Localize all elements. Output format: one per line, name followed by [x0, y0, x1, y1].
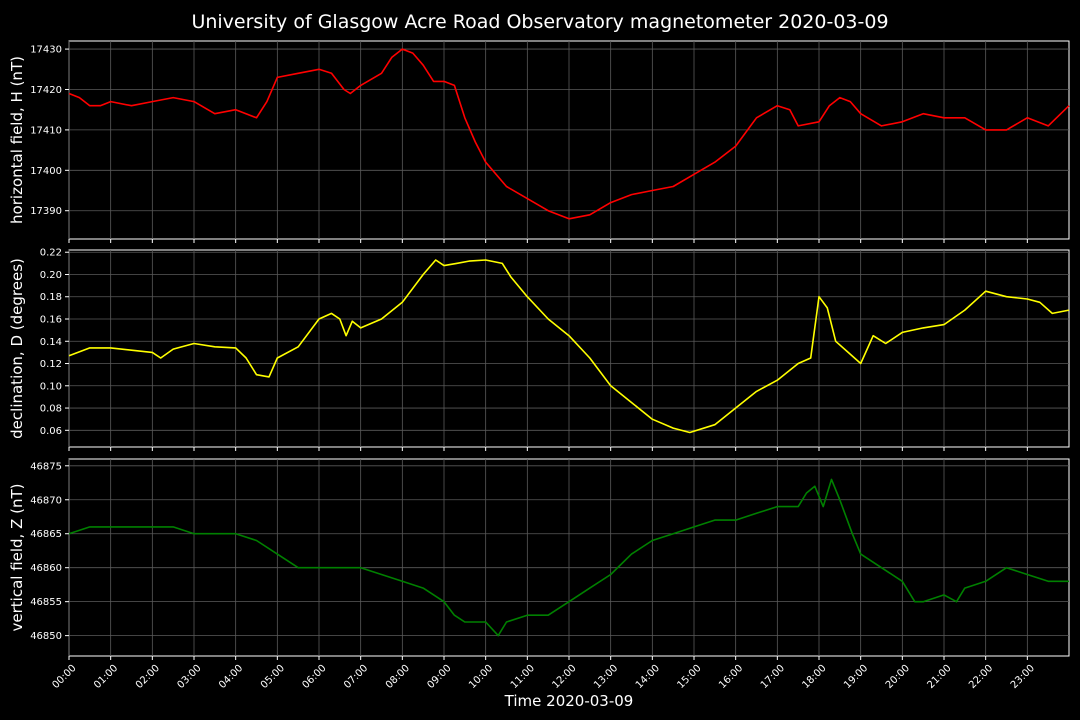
series-line-H [68, 48, 1070, 220]
y-tick-label: 0.22 [40, 248, 62, 259]
x-tick-label: 09:00 [425, 663, 453, 691]
panel-D: 0.06 0.08 0.10 0.12 0.14 0.16 0.18 0.20 0.22 decl… [8, 248, 1070, 451]
x-tick-label: 17:00 [759, 663, 787, 691]
y-axis-label-H: horizontal field, H (nT) [8, 56, 26, 224]
x-tick-label: 22:00 [967, 663, 995, 691]
x-tick-label: 01:00 [92, 663, 120, 691]
y-tick-label: 0.20 [40, 270, 62, 281]
x-tick-label: 02:00 [134, 663, 162, 691]
y-tick-label: 0.08 [40, 404, 62, 415]
x-tick-label: 15:00 [675, 663, 703, 691]
x-tick-label: 00:00 [50, 663, 78, 691]
x-tick-label: 03:00 [175, 663, 203, 691]
panel-Z: 46850 46855 46860 46865 46870 46875 vertical f… [8, 458, 1070, 660]
chart-title: University of Glasgow Acre Road Observat… [191, 11, 888, 33]
x-tick-label: 13:00 [592, 663, 620, 691]
y-tick-label: 46870 [30, 495, 62, 506]
y-tick-label: 17390 [30, 206, 62, 217]
panels: 17390 17400 17410 17420 17430 horizontal fiel… [8, 40, 1070, 691]
y-axis-label-D: declination, D (degrees) [8, 258, 26, 439]
y-tick-label: 17400 [30, 166, 62, 177]
panel-H: 17390 17400 17410 17420 17430 horizontal fiel… [8, 40, 1070, 243]
x-tick-label: 18:00 [800, 663, 828, 691]
y-tick-label: 46855 [30, 597, 62, 608]
y-tick-label: 46860 [30, 563, 62, 574]
x-axis-label: Time 2020-03-09 [504, 692, 634, 710]
x-tick-label: 05:00 [259, 663, 287, 691]
series-line-Z [68, 478, 1069, 637]
y-tick-label: 0.10 [40, 381, 62, 392]
y-tick-label: 0.16 [40, 315, 62, 326]
x-tick-label: 20:00 [884, 663, 912, 691]
x-tick-label: 07:00 [342, 663, 370, 691]
x-tick-label: 06:00 [300, 663, 328, 691]
x-tick-label: 23:00 [1009, 663, 1037, 691]
x-tick-label: 16:00 [717, 663, 745, 691]
y-tick-label: 0.14 [40, 337, 62, 348]
y-tick-label: 0.12 [40, 359, 62, 370]
x-tick-label: 14:00 [634, 663, 662, 691]
x-tick-label: 12:00 [550, 663, 578, 691]
x-tick-label: 10:00 [467, 663, 495, 691]
y-tick-label: 0.06 [40, 426, 62, 437]
y-tick-label: 17420 [30, 85, 62, 96]
series-line-D [68, 259, 1070, 434]
y-tick-label: 17430 [30, 45, 62, 56]
x-tick-label: 11:00 [509, 663, 537, 691]
y-axis-label-Z: vertical field, Z (nT) [8, 483, 26, 631]
x-tick-label: 04:00 [217, 663, 245, 691]
x-tick-label: 19:00 [842, 663, 870, 691]
y-tick-label: 46865 [30, 529, 62, 540]
y-tick-label: 46850 [30, 631, 62, 642]
y-tick-label: 17410 [30, 125, 62, 136]
x-tick-label: 08:00 [384, 663, 412, 691]
y-tick-label: 46875 [30, 461, 62, 472]
x-tick-label: 21:00 [925, 663, 953, 691]
y-tick-label: 0.18 [40, 292, 62, 303]
